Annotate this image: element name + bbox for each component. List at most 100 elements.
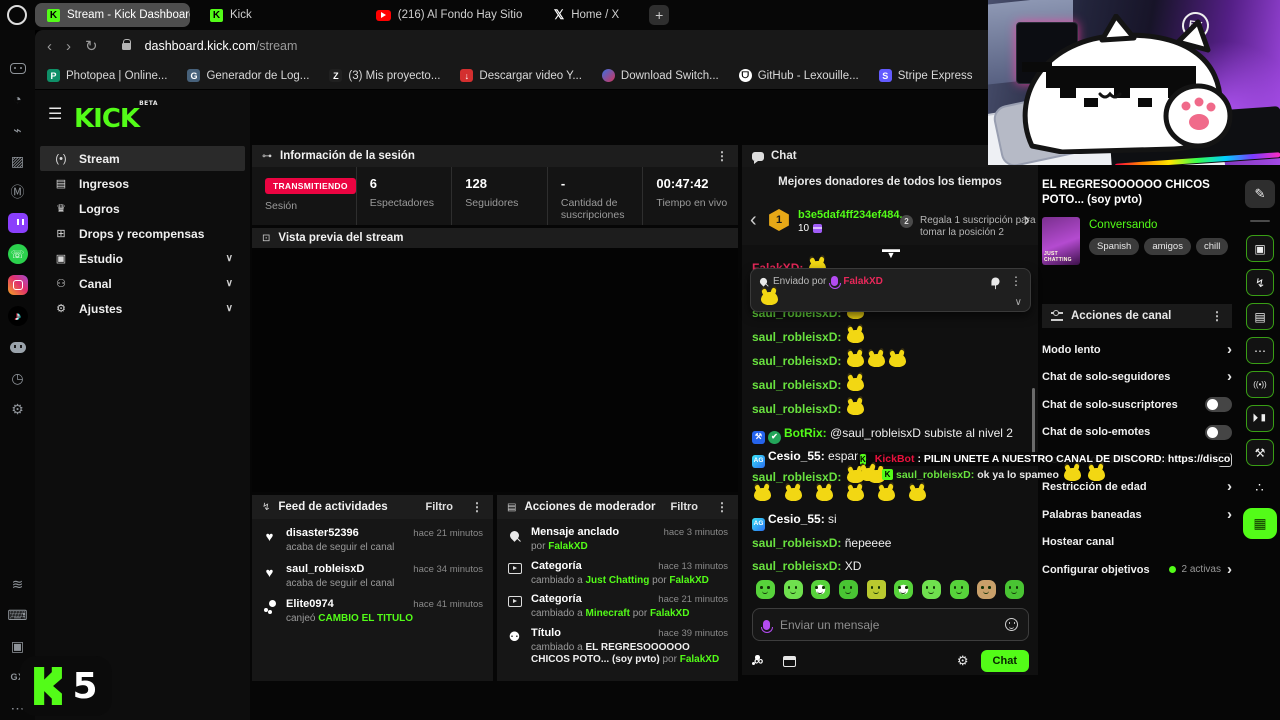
category-thumbnail[interactable]: JUST CHATTING: [1042, 217, 1080, 265]
username[interactable]: saul_robleisxD:: [752, 559, 842, 573]
nav-item-stream[interactable]: (•) Stream: [40, 146, 245, 171]
pikachu-emote[interactable]: [754, 488, 771, 501]
nav-item-drops[interactable]: ⊞ Drops y recompensas: [40, 221, 245, 246]
url-field[interactable]: dashboard.kick.com/stream: [145, 39, 298, 53]
kebab-menu-icon[interactable]: ⋮: [471, 500, 483, 514]
preview-widget-button[interactable]: ▣: [1246, 235, 1274, 262]
nav-item-estudio[interactable]: ▣ Estudio ∨: [55, 251, 233, 266]
wifi-icon[interactable]: ≋: [11, 575, 24, 592]
username[interactable]: saul_robleisxD:: [752, 354, 842, 368]
toggle-off[interactable]: [1205, 397, 1232, 413]
pikachu-emote[interactable]: [846, 378, 864, 391]
menu-toggle-icon[interactable]: ☰: [48, 106, 63, 123]
bookmark-stripe[interactable]: S Stripe Express: [878, 69, 973, 82]
pikachu-emote[interactable]: [878, 488, 895, 501]
settings-icon[interactable]: ⚙: [11, 400, 24, 417]
pikachu-emote[interactable]: [847, 488, 864, 501]
activity-widget-button[interactable]: ↯: [1246, 269, 1274, 296]
tab-youtube[interactable]: (216) Al Fondo Hay Sitio T: [364, 3, 524, 27]
pikachu-emote[interactable]: [888, 354, 906, 367]
store-icon[interactable]: [783, 655, 797, 667]
chevron-right-icon[interactable]: ›: [1023, 209, 1030, 231]
top-donor[interactable]: 1 b3e5daf4ff234ef484... 10: [768, 209, 909, 234]
mod-action-item[interactable]: ⚉ Título hace 39 minutos cambiado a EL RE…: [508, 626, 728, 666]
nav-item-ingresos[interactable]: ▤ Ingresos: [55, 176, 130, 191]
tools-widget-button[interactable]: ⚒: [1246, 439, 1274, 466]
camera-widget-button[interactable]: ⏵▮: [1246, 405, 1274, 432]
pikachu-emote[interactable]: [785, 488, 802, 501]
emote-button[interactable]: [866, 580, 886, 599]
send-chat-button[interactable]: Chat: [980, 650, 1029, 672]
username[interactable]: Cesio_55:: [768, 512, 825, 526]
filter-button[interactable]: Filtro: [670, 501, 699, 513]
chat-widget-button[interactable]: ⋯: [1246, 337, 1274, 364]
cpu-icon[interactable]: ▣: [10, 637, 25, 654]
speed-dial-icon[interactable]: ◔: [13, 91, 22, 107]
filter-button[interactable]: Filtro: [425, 501, 454, 513]
pikachu-emote[interactable]: [846, 354, 864, 367]
edit-layout-button[interactable]: ✎: [1245, 180, 1275, 208]
emote-button[interactable]: [949, 580, 969, 599]
tab-x[interactable]: 𝕏 Home / X: [542, 3, 631, 27]
username[interactable]: saul_robleisxD:: [752, 470, 842, 484]
opera-logo-icon[interactable]: [7, 5, 27, 25]
pinned-sender[interactable]: FalakXD: [843, 275, 883, 287]
cleaner-icon[interactable]: ⌁: [13, 121, 22, 138]
bookmark-descargar[interactable]: ↓ Descargar video Y...: [460, 69, 582, 82]
kebab-menu-icon[interactable]: ⋮: [1211, 309, 1223, 323]
more-widgets-icon[interactable]: ∴: [1255, 480, 1265, 495]
kebab-menu-icon[interactable]: ⋮: [716, 149, 728, 163]
wallpaper-icon[interactable]: ▨: [10, 152, 25, 169]
activity-item[interactable]: ♥ disaster52396 hace 21 minutos acaba de …: [252, 519, 493, 555]
activity-item[interactable]: ♥ saul_robleisxD hace 34 minutos acaba de…: [252, 555, 493, 591]
username[interactable]: saul_robleisxD:: [752, 378, 842, 392]
activity-item[interactable]: Elite0974 hace 41 minutos canjeó CAMBIO E…: [252, 590, 493, 626]
username[interactable]: Cesio_55:: [768, 449, 825, 463]
emoji-picker-icon[interactable]: [1005, 618, 1018, 631]
username[interactable]: saul_robleisxD:: [752, 536, 842, 550]
feed-widget-button[interactable]: ▤: [1246, 303, 1274, 330]
mic-icon[interactable]: [760, 619, 773, 633]
tiktok-icon[interactable]: ♪: [7, 306, 28, 326]
bookmark-github[interactable]: ᗜ GitHub - Lexouille...: [738, 69, 859, 82]
bookmark-generador[interactable]: G Generador de Log...: [187, 69, 309, 82]
chat-scrollbar[interactable]: [1032, 388, 1035, 462]
emote-button[interactable]: [756, 580, 775, 599]
history-icon[interactable]: ◷: [11, 369, 24, 386]
chevron-left-icon[interactable]: ‹: [750, 209, 757, 231]
action-solo-emotes[interactable]: Chat de solo-emotes: [1042, 419, 1232, 447]
pikachu-emote[interactable]: [867, 354, 885, 367]
twitch-icon[interactable]: [7, 213, 28, 233]
chat-input[interactable]: Enviar un mensaje: [752, 608, 1029, 641]
emote-button[interactable]: [921, 580, 941, 599]
clips-button[interactable]: ▦: [1243, 508, 1277, 539]
action-solo-seguidores[interactable]: Chat de solo-seguidores ›: [1042, 368, 1232, 386]
username[interactable]: saul_robleisxD:: [752, 330, 842, 344]
expand-pinned-chevron[interactable]: ∨: [1014, 297, 1022, 308]
nav-item-canal[interactable]: ⚇ Canal ∨: [40, 271, 245, 296]
collapse-donors-handle[interactable]: ▬▬ ▼: [882, 244, 900, 260]
chat-settings-icon[interactable]: ⚙: [956, 653, 969, 668]
player-icon[interactable]: [8, 58, 28, 78]
action-hostear-canal[interactable]: Hostear canal: [1042, 536, 1115, 549]
stream-preview-video[interactable]: [252, 248, 738, 492]
emote-button[interactable]: [838, 580, 858, 599]
back-button[interactable]: ‹: [47, 37, 52, 55]
mod-action-item[interactable]: Categoría hace 13 minutos cambiado a Just…: [497, 554, 738, 588]
keyboard-icon[interactable]: ⌨: [7, 606, 28, 623]
category-name[interactable]: Conversando: [1089, 219, 1158, 231]
reload-button[interactable]: ↻: [85, 38, 98, 55]
action-palabras-baneadas[interactable]: Palabras baneadas ›: [1042, 505, 1232, 523]
action-modo-lento[interactable]: Modo lento ›: [1042, 340, 1232, 358]
nav-item-ajustes[interactable]: ⚙ Ajustes ∨: [40, 296, 245, 321]
tab-kick-dashboard[interactable]: K Stream - Kick Dashboard: [35, 3, 190, 27]
bookmark-proyectos[interactable]: Z (3) Mis proyecto...: [329, 69, 440, 82]
emote-button[interactable]: [894, 580, 914, 599]
username[interactable]: saul_robleisxD:: [752, 402, 842, 416]
toggle-off[interactable]: [1205, 424, 1232, 440]
pikachu-emote[interactable]: [846, 330, 864, 343]
m-app-icon[interactable]: Ⓜ: [10, 184, 25, 200]
emote-button[interactable]: [811, 580, 831, 599]
mod-action-item[interactable]: Categoría hace 21 minutos cambiado a Mine…: [497, 587, 738, 621]
kick-logo[interactable]: KICKBETA: [74, 100, 159, 134]
